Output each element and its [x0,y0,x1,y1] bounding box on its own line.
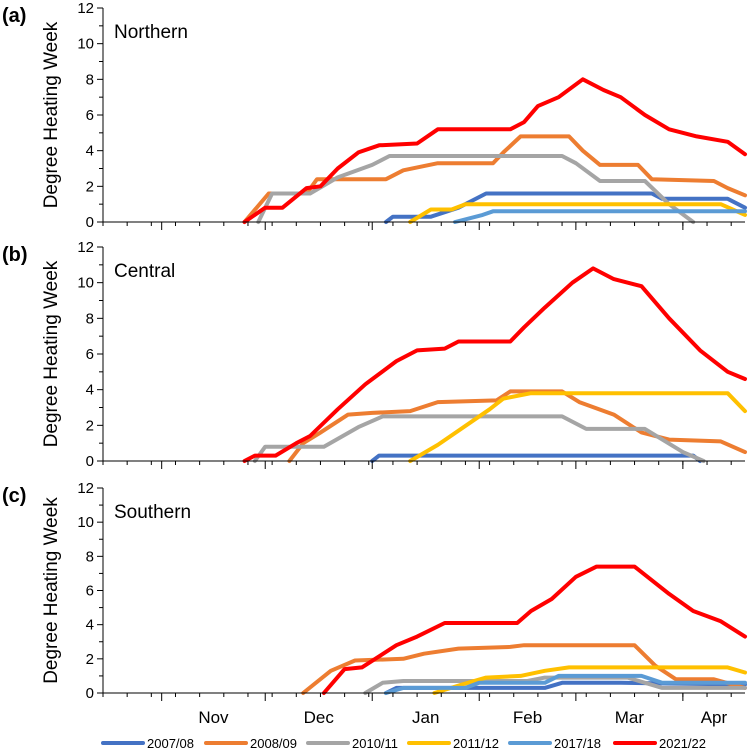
y-tick-label: 12 [77,480,94,497]
legend-item: 2017/18 [508,736,601,751]
panel-southern: 0 2 4 6 8 10 12 Degree Heating Week (c) Southern [2,480,747,702]
panel-central: 0 2 4 6 8 10 12 Degree Heating Week (b) Central [2,239,747,470]
y-axis-label: Degree Heating Week [41,497,62,684]
legend-label: 2021/22 [659,736,706,751]
series-lines [242,266,747,463]
legend-label: 2017/18 [554,736,601,751]
panel-letter: (b) [2,244,28,266]
y-tick-label: 8 [86,71,94,88]
legend: 2007/08 2008/09 2010/11 2011/12 2017/18 2021/… [101,736,706,751]
y-tick-label: 6 [86,346,94,363]
y-tick-label: 8 [86,310,94,327]
panel-northern: 0 2 4 6 8 10 12 Degree Heating Week (a) Northern [2,0,747,231]
region-label: Southern [114,502,191,523]
legend-item: 2007/08 [101,736,194,751]
y-tick-label: 4 [86,382,94,399]
series-lines [242,77,747,224]
x-month-label: Jan [412,708,439,727]
series-line-2008-09 [301,643,747,695]
x-month-label: Feb [513,708,542,727]
legend-label: 2008/09 [250,736,297,751]
series-lines [301,564,747,695]
y-tick-label: 6 [86,107,94,124]
y-tick-label: 0 [86,214,94,231]
y-tick-label: 4 [86,617,94,634]
legend-label: 2010/11 [352,736,398,751]
series-line-2011-12 [432,665,747,695]
y-tick-label: 10 [77,514,94,531]
legend-item: 2011/12 [407,736,499,751]
series-line-2011-12 [408,391,747,463]
series-line-2010-11 [256,154,696,224]
series-line-2007-08 [384,191,747,224]
series-line-2010-11 [252,414,706,463]
x-month-label: Dec [304,708,335,727]
region-label: Northern [114,22,188,43]
x-axis-labels: Nov Dec Jan Feb Mar Apr [198,708,727,727]
legend-item: 2021/22 [613,736,706,751]
legend-item: 2010/11 [306,736,398,751]
x-month-label: Mar [615,708,645,727]
series-line-2017-18 [384,673,747,695]
panel-letter: (a) [2,5,26,27]
legend-label: 2007/08 [147,736,194,751]
y-tick-label: 10 [77,36,94,53]
y-tick-label: 0 [86,453,94,470]
series-line-2021-22 [321,564,747,695]
series-line-2010-11 [363,675,747,695]
x-month-label: Nov [198,708,229,727]
series-line-2021-22 [242,266,747,463]
x-month-label: Apr [701,708,728,727]
y-tick-label: 10 [77,275,94,292]
y-tick-label: 8 [86,548,94,565]
y-tick-label: 2 [86,651,94,668]
y-tick-label: 2 [86,178,94,195]
y-tick-label: 0 [86,685,94,702]
y-tick-label: 2 [86,417,94,434]
series-line-2008-09 [242,134,747,224]
y-tick-label: 12 [77,239,94,256]
y-axis-label: Degree Heating Week [41,21,62,208]
y-axis-label: Degree Heating Week [41,260,62,447]
panel-letter: (c) [2,485,26,507]
series-line-2017-18 [453,209,747,224]
region-label: Central [114,261,175,282]
series-line-2021-22 [242,77,747,224]
series-line-2011-12 [408,202,747,224]
y-tick-label: 12 [77,0,94,17]
legend-item: 2008/09 [204,736,297,751]
y-tick-label: 6 [86,583,94,600]
y-tick-label: 4 [86,143,94,160]
legend-label: 2011/12 [453,736,499,751]
